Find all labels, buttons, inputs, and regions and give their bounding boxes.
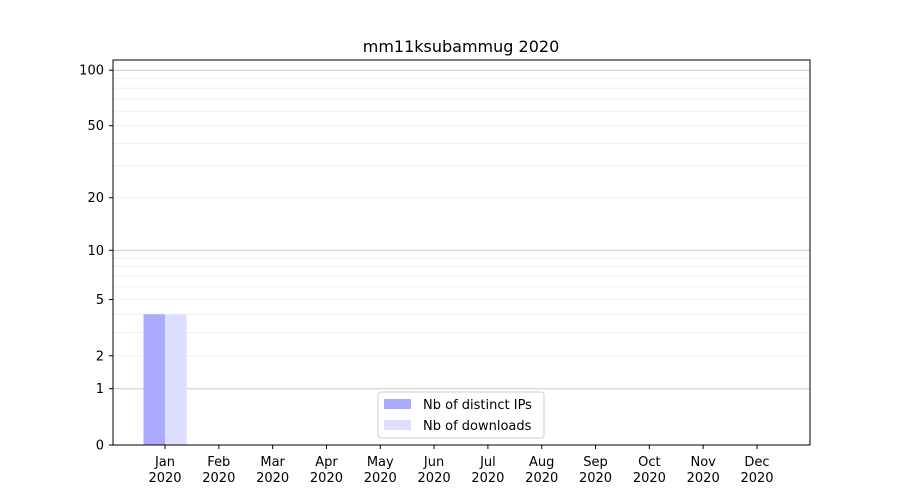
x-tick-label-month: Nov (690, 455, 716, 470)
legend-swatch-downloads (384, 420, 411, 430)
legend-label-ips: Nb of distinct IPs (423, 398, 532, 413)
x-tick-label-year: 2020 (310, 471, 343, 486)
x-tick-label-month: Jul (479, 455, 496, 470)
y-tick-label: 20 (87, 191, 104, 206)
legend-label-downloads: Nb of downloads (423, 419, 532, 434)
y-tick-label: 10 (87, 244, 104, 259)
legend: Nb of distinct IPs Nb of downloads (377, 391, 545, 439)
y-tick-label: 5 (96, 293, 104, 308)
x-tick-label-month: Feb (207, 455, 230, 470)
y-tick-label: 100 (79, 64, 104, 79)
y-tick-label: 1 (96, 382, 104, 397)
x-tick-label-year: 2020 (202, 471, 235, 486)
legend-swatch-ips (384, 399, 411, 409)
y-tick-label: 0 (96, 439, 104, 454)
x-tick-label-year: 2020 (471, 471, 504, 486)
y-tick-label: 2 (96, 349, 104, 364)
x-tick-label-year: 2020 (256, 471, 289, 486)
bar-downloads (165, 314, 187, 445)
x-tick-label-year: 2020 (633, 471, 666, 486)
x-tick-label-year: 2020 (740, 471, 773, 486)
x-tick-label-year: 2020 (687, 471, 720, 486)
x-tick-label-year: 2020 (148, 471, 181, 486)
x-tick-label-month: Mar (260, 455, 285, 470)
x-tick-label-month: May (367, 455, 394, 470)
y-tick-label: 50 (87, 119, 104, 134)
bar-distinct-ips (143, 314, 165, 445)
x-tick-label-year: 2020 (418, 471, 451, 486)
x-tick-label-month: Sep (583, 455, 608, 470)
x-tick-label-month: Dec (744, 455, 769, 470)
x-tick-label-year: 2020 (525, 471, 558, 486)
x-tick-label-month: Oct (638, 455, 660, 470)
x-tick-label-year: 2020 (579, 471, 612, 486)
x-tick-label-month: Apr (315, 455, 338, 470)
x-tick-label-year: 2020 (364, 471, 397, 486)
plot-frame (112, 59, 811, 446)
x-tick-label-month: Aug (529, 455, 554, 470)
x-tick-label-month: Jan (154, 455, 175, 470)
chart-title: mm11ksubammug 2020 (363, 37, 560, 56)
x-tick-label-month: Jun (423, 455, 444, 470)
